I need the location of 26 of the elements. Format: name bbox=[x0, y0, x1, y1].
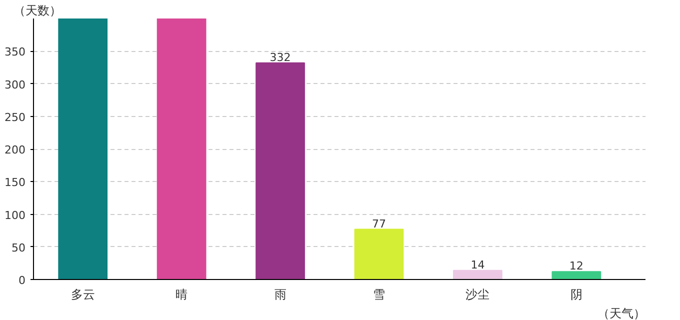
data-label: 332 bbox=[270, 50, 291, 64]
y-tick-label: 150 bbox=[4, 176, 26, 190]
x-tick-label: 沙尘 bbox=[466, 288, 490, 302]
y-tick-label: 50 bbox=[12, 241, 26, 254]
x-tick-label: 阴 bbox=[570, 288, 582, 302]
bar bbox=[58, 18, 108, 280]
x-tick-label: 多云 bbox=[70, 288, 95, 302]
data-label: 12 bbox=[569, 260, 584, 273]
x-tick-label: 雪 bbox=[372, 288, 385, 302]
bar bbox=[256, 62, 305, 280]
data-label: 14 bbox=[470, 258, 485, 272]
y-tick-label: 0 bbox=[18, 274, 26, 287]
bar bbox=[156, 18, 206, 280]
y-tick-label: 300 bbox=[4, 78, 26, 92]
x-tick-label: 雨 bbox=[274, 288, 286, 302]
y-axis-title: （天数） bbox=[14, 4, 62, 18]
y-tick-label: 200 bbox=[4, 144, 26, 156]
bar bbox=[453, 270, 502, 280]
x-tick-label: 晴 bbox=[176, 288, 188, 302]
bar bbox=[354, 228, 404, 280]
bar bbox=[552, 271, 602, 280]
y-tick-label: 250 bbox=[4, 110, 26, 124]
x-axis-title: （天气） bbox=[598, 306, 646, 320]
y-tick-label: 350 bbox=[4, 46, 26, 59]
data-label: 77 bbox=[372, 217, 386, 230]
y-tick-label: 100 bbox=[4, 208, 26, 222]
